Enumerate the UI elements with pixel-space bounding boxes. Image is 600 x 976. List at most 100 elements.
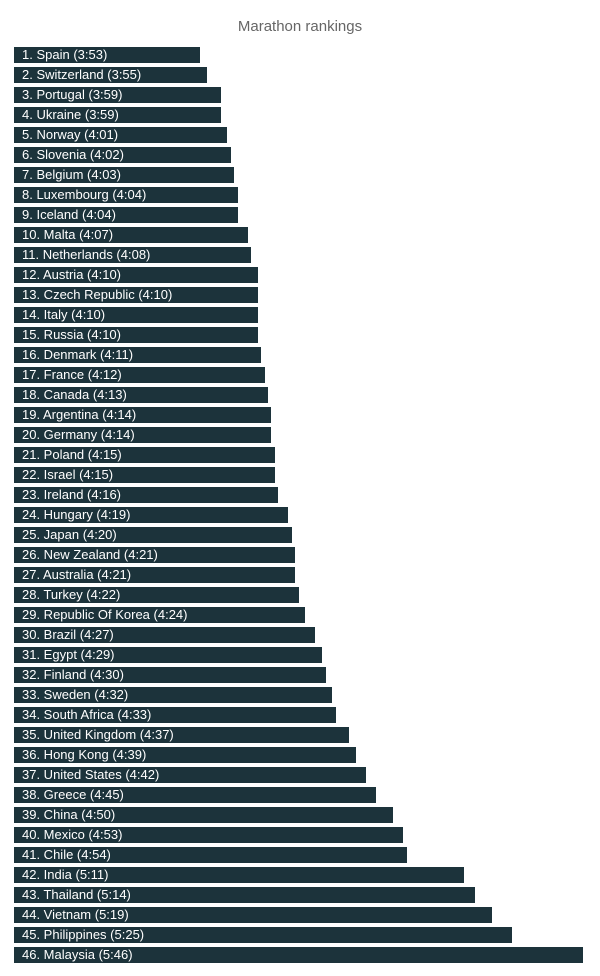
bar-label: 6. Slovenia (4:02) xyxy=(22,147,124,162)
bar-row: 3. Portugal (3:59) xyxy=(14,87,600,103)
bar-label: 28. Turkey (4:22) xyxy=(22,587,121,602)
bar-row: 15. Russia (4:10) xyxy=(14,327,600,343)
bar: 18. Canada (4:13) xyxy=(14,387,268,403)
bar-label: 22. Israel (4:15) xyxy=(22,467,114,482)
bar-row: 35. United Kingdom (4:37) xyxy=(14,727,600,743)
bar-label: 15. Russia (4:10) xyxy=(22,327,121,342)
bar: 38. Greece (4:45) xyxy=(14,787,376,803)
bar: 7. Belgium (4:03) xyxy=(14,167,234,183)
bar-row: 41. Chile (4:54) xyxy=(14,847,600,863)
bar-label: 41. Chile (4:54) xyxy=(22,847,111,862)
bar: 30. Brazil (4:27) xyxy=(14,627,315,643)
bar-row: 30. Brazil (4:27) xyxy=(14,627,600,643)
bar-label: 23. Ireland (4:16) xyxy=(22,487,122,502)
bar-row: 12. Austria (4:10) xyxy=(14,267,600,283)
bar-label: 3. Portugal (3:59) xyxy=(22,87,123,102)
bar: 4. Ukraine (3:59) xyxy=(14,107,221,123)
bar-label: 10. Malta (4:07) xyxy=(22,227,114,242)
bar: 20. Germany (4:14) xyxy=(14,427,271,443)
bar-row: 34. South Africa (4:33) xyxy=(14,707,600,723)
bar-row: 38. Greece (4:45) xyxy=(14,787,600,803)
bar: 15. Russia (4:10) xyxy=(14,327,258,343)
bar: 13. Czech Republic (4:10) xyxy=(14,287,258,303)
bar: 27. Australia (4:21) xyxy=(14,567,295,583)
bar-label: 43. Thailand (5:14) xyxy=(22,887,131,902)
bar-row: 32. Finland (4:30) xyxy=(14,667,600,683)
bar: 25. Japan (4:20) xyxy=(14,527,292,543)
bar: 41. Chile (4:54) xyxy=(14,847,407,863)
bar-label: 11. Netherlands (4:08) xyxy=(22,247,151,262)
bar: 19. Argentina (4:14) xyxy=(14,407,271,423)
bar-label: 14. Italy (4:10) xyxy=(22,307,106,322)
bar-label: 32. Finland (4:30) xyxy=(22,667,124,682)
bar-label: 45. Philippines (5:25) xyxy=(22,927,145,942)
bar-label: 20. Germany (4:14) xyxy=(22,427,135,442)
bar-row: 43. Thailand (5:14) xyxy=(14,887,600,903)
bar-label: 39. China (4:50) xyxy=(22,807,116,822)
bar: 28. Turkey (4:22) xyxy=(14,587,299,603)
bar-row: 24. Hungary (4:19) xyxy=(14,507,600,523)
bar-list: 1. Spain (3:53) 2. Switzerland (3:55) 3. P… xyxy=(14,47,600,967)
bar-row: 40. Mexico (4:53) xyxy=(14,827,600,843)
bar-row: 45. Philippines (5:25) xyxy=(14,927,600,943)
bar-label: 2. Switzerland (3:55) xyxy=(22,67,142,82)
bar-label: 18. Canada (4:13) xyxy=(22,387,127,402)
bar: 39. China (4:50) xyxy=(14,807,393,823)
bar: 23. Ireland (4:16) xyxy=(14,487,278,503)
bar: 40. Mexico (4:53) xyxy=(14,827,403,843)
bar-label: 29. Republic Of Korea (4:24) xyxy=(22,607,188,622)
bar-row: 44. Vietnam (5:19) xyxy=(14,907,600,923)
bar: 26. New Zealand (4:21) xyxy=(14,547,295,563)
bar: 21. Poland (4:15) xyxy=(14,447,275,463)
bar: 29. Republic Of Korea (4:24) xyxy=(14,607,305,623)
bar-label: 37. United States (4:42) xyxy=(22,767,160,782)
bar-label: 12. Austria (4:10) xyxy=(22,267,121,282)
bar-label: 5. Norway (4:01) xyxy=(22,127,119,142)
bar: 24. Hungary (4:19) xyxy=(14,507,288,523)
bar-row: 22. Israel (4:15) xyxy=(14,467,600,483)
bar: 14. Italy (4:10) xyxy=(14,307,258,323)
bar: 1. Spain (3:53) xyxy=(14,47,200,63)
bar: 5. Norway (4:01) xyxy=(14,127,227,143)
bar: 31. Egypt (4:29) xyxy=(14,647,322,663)
bar-row: 26. New Zealand (4:21) xyxy=(14,547,600,563)
bar: 35. United Kingdom (4:37) xyxy=(14,727,349,743)
bar: 12. Austria (4:10) xyxy=(14,267,258,283)
bar-label: 25. Japan (4:20) xyxy=(22,527,117,542)
bar-label: 21. Poland (4:15) xyxy=(22,447,122,462)
bar-label: 17. France (4:12) xyxy=(22,367,122,382)
bar-row: 37. United States (4:42) xyxy=(14,767,600,783)
bar-label: 33. Sweden (4:32) xyxy=(22,687,129,702)
bar-label: 36. Hong Kong (4:39) xyxy=(22,747,147,762)
bar-label: 40. Mexico (4:53) xyxy=(22,827,123,842)
bar-label: 38. Greece (4:45) xyxy=(22,787,124,802)
bar-label: 16. Denmark (4:11) xyxy=(22,347,134,362)
bar-row: 29. Republic Of Korea (4:24) xyxy=(14,607,600,623)
bar-label: 44. Vietnam (5:19) xyxy=(22,907,129,922)
bar: 17. France (4:12) xyxy=(14,367,265,383)
bar-label: 13. Czech Republic (4:10) xyxy=(22,287,173,302)
bar-row: 27. Australia (4:21) xyxy=(14,567,600,583)
bar-row: 16. Denmark (4:11) xyxy=(14,347,600,363)
bar-row: 2. Switzerland (3:55) xyxy=(14,67,600,83)
bar: 9. Iceland (4:04) xyxy=(14,207,238,223)
bar-row: 23. Ireland (4:16) xyxy=(14,487,600,503)
bar-row: 14. Italy (4:10) xyxy=(14,307,600,323)
bar-label: 24. Hungary (4:19) xyxy=(22,507,131,522)
bar-row: 4. Ukraine (3:59) xyxy=(14,107,600,123)
bar-row: 42. India (5:11) xyxy=(14,867,600,883)
bar: 32. Finland (4:30) xyxy=(14,667,326,683)
bar-row: 25. Japan (4:20) xyxy=(14,527,600,543)
bar-row: 17. France (4:12) xyxy=(14,367,600,383)
bar-label: 26. New Zealand (4:21) xyxy=(22,547,158,562)
bar-label: 7. Belgium (4:03) xyxy=(22,167,121,182)
bar: 10. Malta (4:07) xyxy=(14,227,248,243)
bar-row: 18. Canada (4:13) xyxy=(14,387,600,403)
bar-label: 34. South Africa (4:33) xyxy=(22,707,152,722)
bar: 45. Philippines (5:25) xyxy=(14,927,512,943)
bar-label: 31. Egypt (4:29) xyxy=(22,647,115,662)
bar: 3. Portugal (3:59) xyxy=(14,87,221,103)
bar-label: 27. Australia (4:21) xyxy=(22,567,132,582)
bar: 46. Malaysia (5:46) xyxy=(14,947,583,963)
